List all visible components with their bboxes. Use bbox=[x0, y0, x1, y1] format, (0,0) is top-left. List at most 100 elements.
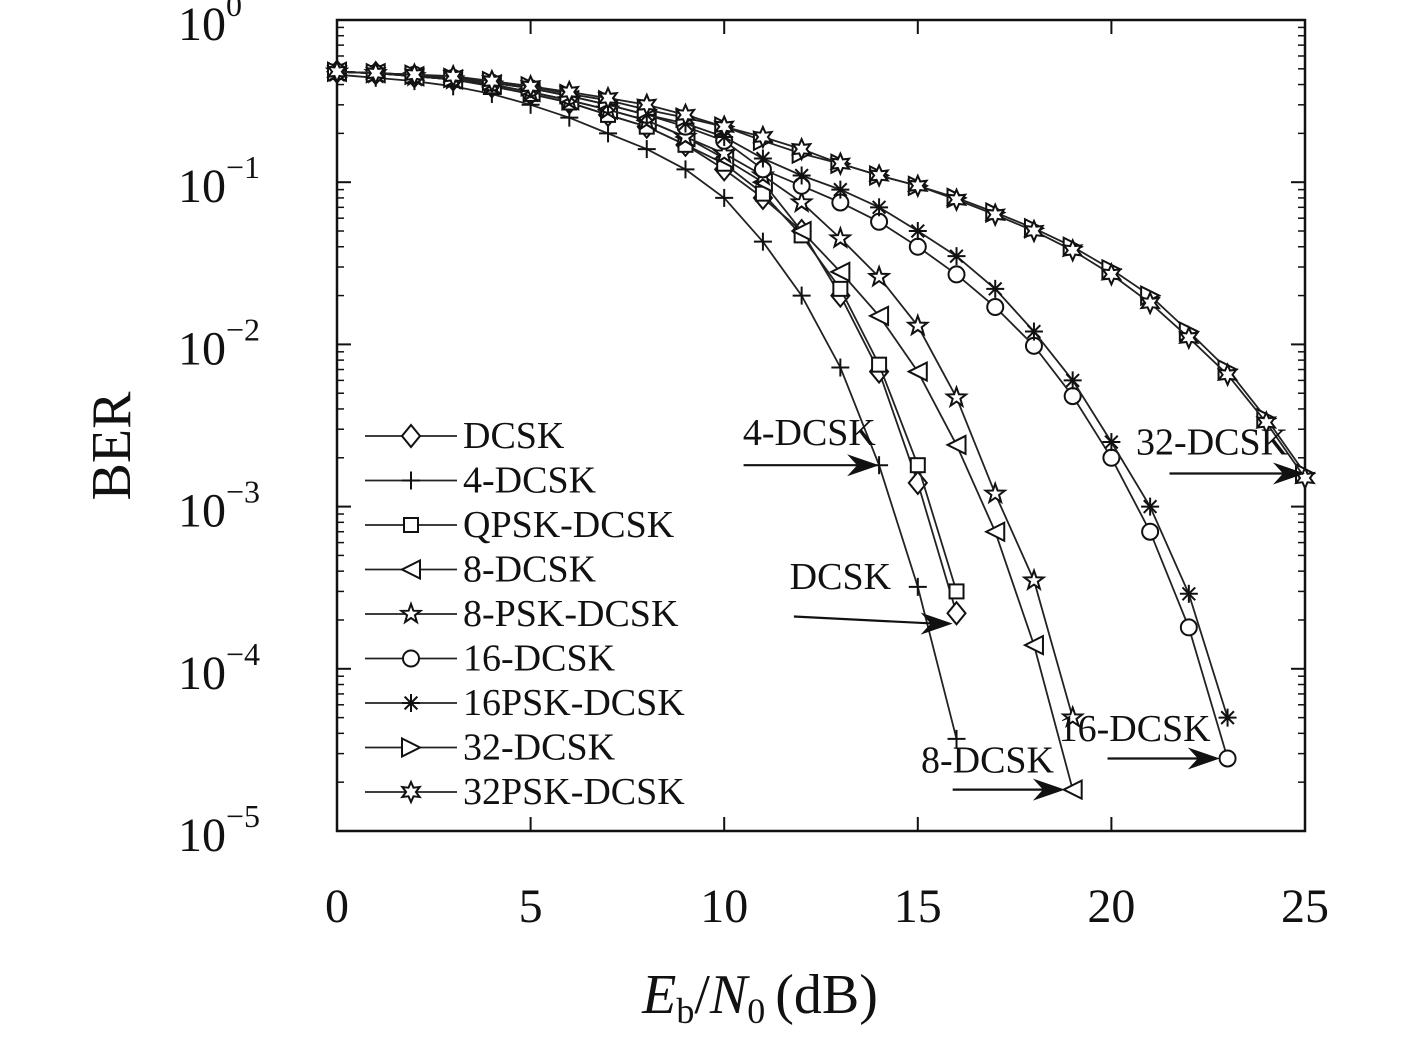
series-8 bbox=[326, 59, 1316, 491]
series-6-point-16 bbox=[947, 247, 966, 266]
series-8-point-23 bbox=[1216, 362, 1239, 388]
legend-item-3: 8-DCSK bbox=[365, 549, 597, 591]
series-1-point-9 bbox=[676, 160, 695, 179]
series-8-point-3 bbox=[442, 63, 465, 89]
series-4-point-9 bbox=[673, 124, 698, 148]
y-tick-label-1: 10−1 bbox=[178, 149, 260, 213]
series-4 bbox=[324, 58, 1086, 729]
legend-label-1: 4-DCSK bbox=[463, 460, 597, 502]
series-6-point-11 bbox=[753, 149, 772, 168]
series-8-point-0 bbox=[326, 59, 348, 85]
x-tick-labels: 0 5 10 15 20 25 bbox=[325, 880, 1329, 933]
series-2-point-13 bbox=[832, 280, 849, 297]
series-2-point-14 bbox=[871, 356, 888, 373]
y-tick-label-2: 10−2 bbox=[178, 311, 260, 375]
series-3 bbox=[325, 61, 1083, 801]
y-tick-label-0: 100 bbox=[178, 0, 242, 51]
annotation-label-3: 16-DCSK bbox=[1059, 708, 1212, 750]
series-8-point-20 bbox=[1100, 261, 1123, 287]
series-4-point-14 bbox=[866, 264, 892, 288]
series-8-point-12 bbox=[790, 136, 813, 162]
series-1-point-7 bbox=[599, 124, 618, 143]
series-8-point-21 bbox=[1139, 290, 1161, 316]
series-0-point-16 bbox=[946, 600, 967, 626]
annotation-arrowhead-0 bbox=[847, 454, 880, 477]
series-1-point-15 bbox=[908, 577, 927, 596]
series-5-point-15 bbox=[908, 237, 927, 256]
legend-marker-6 bbox=[402, 694, 420, 712]
legend-label-6: 16PSK-DCSK bbox=[463, 682, 685, 724]
series-8-point-2 bbox=[403, 62, 426, 88]
series-8-point-6 bbox=[558, 79, 581, 105]
x-label-b: b bbox=[676, 991, 694, 1031]
legend-marker-7 bbox=[401, 736, 423, 759]
y-tick-labels: 100 10−1 10−2 10−3 10−4 10−5 bbox=[178, 0, 260, 862]
legend-label-2: QPSK-DCSK bbox=[463, 504, 675, 546]
legend-marker-8 bbox=[400, 779, 422, 805]
series-6-point-22 bbox=[1179, 584, 1198, 603]
x-tick-label-1: 5 bbox=[519, 880, 543, 933]
series-6-point-17 bbox=[986, 279, 1005, 298]
legend-label-3: 8-DCSK bbox=[463, 549, 597, 591]
series-8-point-24 bbox=[1255, 410, 1278, 435]
series-8-point-17 bbox=[984, 202, 1007, 228]
series-1-point-6 bbox=[560, 108, 579, 127]
series-6-point-13 bbox=[831, 180, 850, 199]
legend-marker-1 bbox=[402, 471, 420, 490]
series-5-point-22 bbox=[1179, 618, 1198, 637]
legend-item-8: 32PSK-DCSK bbox=[365, 771, 685, 813]
legend-item-5: 16-DCSK bbox=[365, 638, 616, 680]
series-8-point-5 bbox=[519, 73, 542, 99]
y-axis-label: BER bbox=[81, 391, 143, 501]
series-8-point-19 bbox=[1061, 237, 1084, 263]
x-label-zero: 0 bbox=[747, 991, 765, 1031]
x-axis-label: Eb/N0 (dB) bbox=[641, 964, 878, 1031]
series-1-point-10 bbox=[715, 188, 734, 207]
series-layer bbox=[324, 58, 1317, 801]
series-4-point-19 bbox=[1060, 704, 1086, 729]
annotation-arrowhead-1 bbox=[920, 612, 953, 635]
legend-marker-0 bbox=[400, 423, 422, 449]
series-8-point-4 bbox=[481, 68, 503, 94]
series-8-point-18 bbox=[1023, 218, 1045, 244]
y-tick-label-5: 10−5 bbox=[178, 798, 260, 862]
y-tick-label-4: 10−4 bbox=[178, 636, 260, 700]
series-1-point-16 bbox=[947, 729, 966, 748]
annotation-arrowhead-4 bbox=[1032, 778, 1065, 801]
series-6-point-18 bbox=[1024, 322, 1043, 341]
series-6-point-19 bbox=[1063, 371, 1082, 390]
series-8-point-11 bbox=[752, 124, 774, 150]
series-6-point-15 bbox=[908, 222, 927, 241]
series-8-point-1 bbox=[364, 60, 387, 86]
annotation-label-4: 8-DCSK bbox=[921, 739, 1055, 781]
legend-label-0: DCSK bbox=[463, 415, 565, 457]
series-8-point-9 bbox=[674, 102, 697, 128]
annotation-arrow-1 bbox=[793, 615, 935, 625]
series-3-point-17 bbox=[984, 521, 1006, 543]
series-6-point-12 bbox=[792, 166, 811, 185]
legend-marker-2 bbox=[403, 517, 419, 533]
legend-marker-5 bbox=[402, 649, 420, 668]
series-4-point-13 bbox=[827, 225, 853, 249]
y-tick-label-3: 10−3 bbox=[178, 474, 260, 538]
legend: DCSK4-DCSKQPSK-DCSK8-DCSK8-PSK-DCSK16-DC… bbox=[365, 415, 685, 813]
legend-label-5: 16-DCSK bbox=[463, 638, 616, 680]
x-label-e: E bbox=[641, 964, 676, 1026]
plot-frame bbox=[335, 18, 1307, 833]
legend-marker-4 bbox=[398, 601, 424, 625]
x-label-slash: / bbox=[694, 964, 710, 1026]
series-line-3 bbox=[336, 70, 1074, 790]
series-8-point-22 bbox=[1178, 325, 1200, 351]
annotation-arrowhead-2 bbox=[1273, 462, 1305, 485]
legend-item-2: QPSK-DCSK bbox=[365, 504, 675, 546]
legend-label-7: 32-DCSK bbox=[463, 727, 616, 769]
axis-ticks bbox=[336, 19, 1306, 832]
legend-label-4: 8-PSK-DCSK bbox=[463, 593, 679, 635]
series-2-point-16 bbox=[948, 583, 965, 600]
series-8-point-13 bbox=[829, 151, 852, 177]
x-tick-label-5: 25 bbox=[1281, 880, 1329, 933]
series-3-point-18 bbox=[1022, 634, 1044, 656]
annotation-label-0: 4-DCSK bbox=[743, 412, 877, 454]
series-3-point-12 bbox=[790, 220, 812, 242]
series-4-point-18 bbox=[1021, 567, 1047, 592]
